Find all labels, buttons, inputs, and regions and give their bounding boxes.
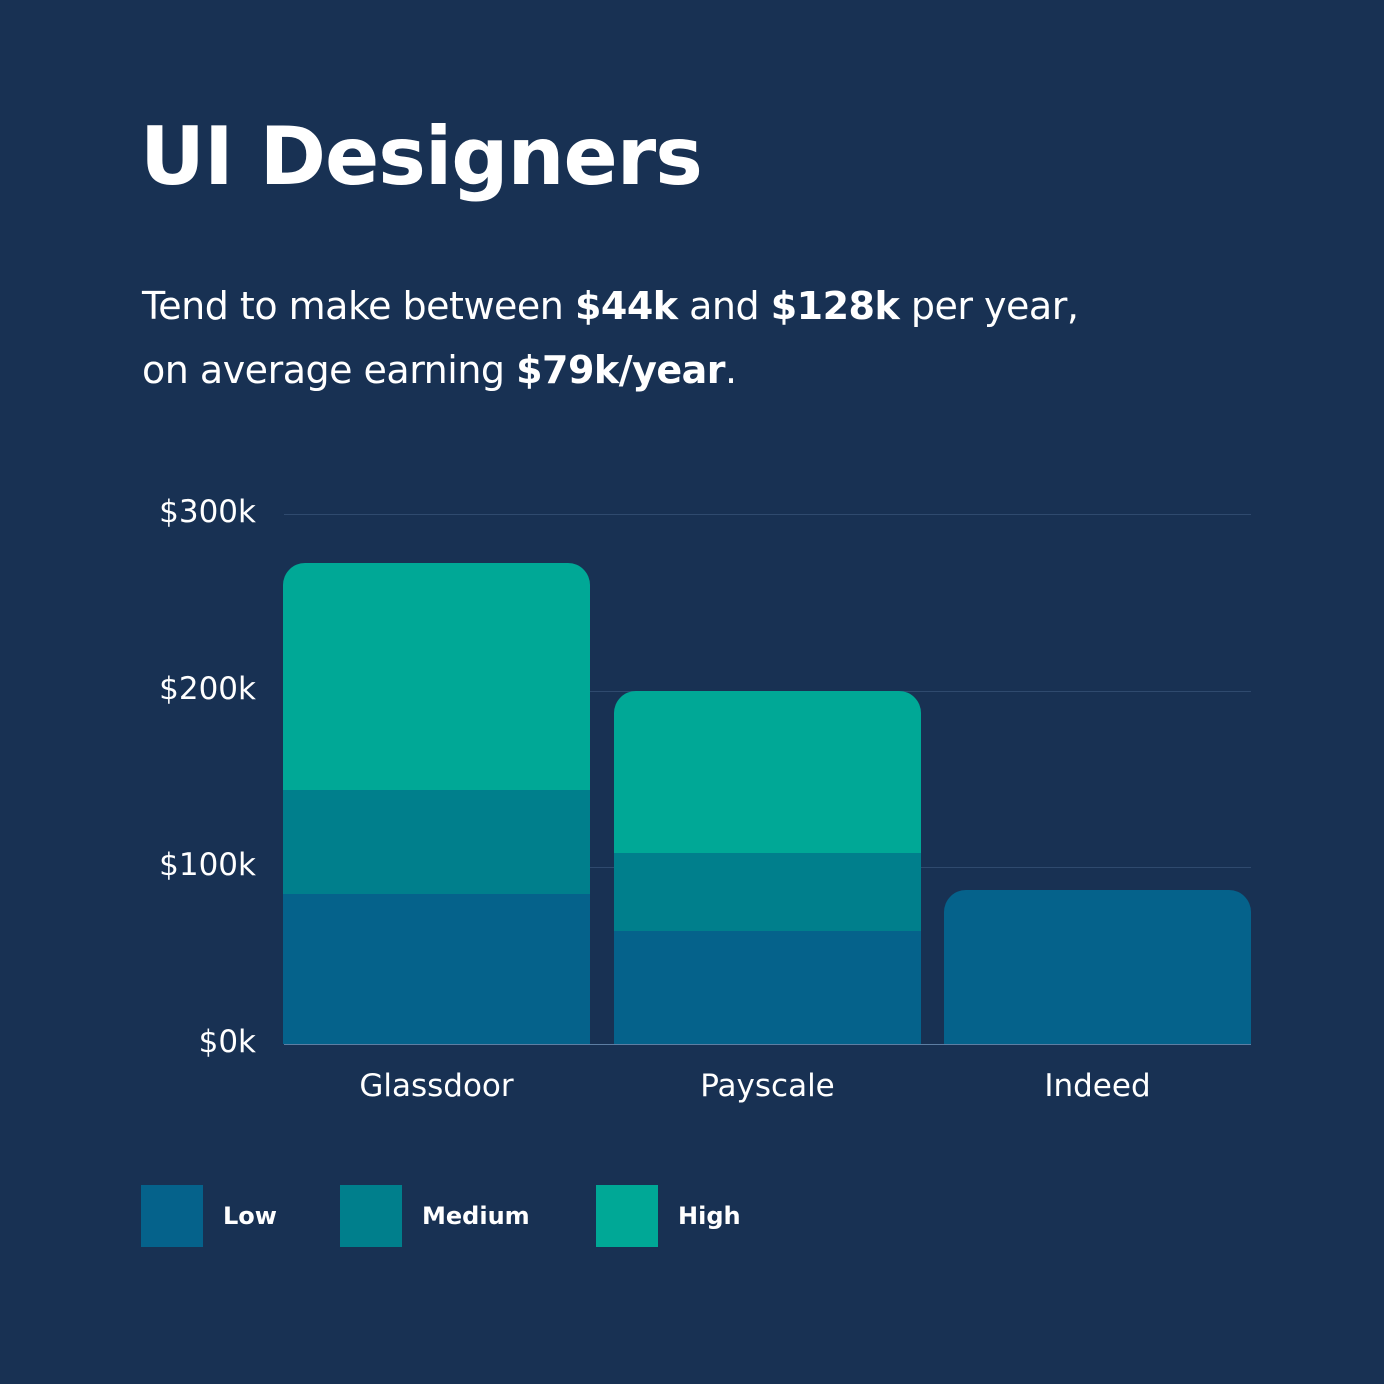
- summary-text: and: [677, 284, 771, 328]
- x-tick-label: Glassdoor: [359, 1068, 514, 1104]
- salary-summary: Tend to make between $44k and $128k per …: [142, 274, 1292, 402]
- bar-indeed: [944, 890, 1251, 1044]
- page-title: UI Designers: [140, 110, 703, 203]
- gridline: [284, 514, 1251, 515]
- y-tick-label: $0k: [198, 1024, 256, 1060]
- y-tick-label: $300k: [159, 494, 256, 530]
- legend-label: Medium: [422, 1202, 530, 1230]
- x-tick-label: Indeed: [1044, 1068, 1151, 1104]
- legend-swatch-medium: [340, 1185, 402, 1247]
- summary-text: .: [725, 348, 737, 392]
- salary-average-value: $79k/year: [516, 348, 726, 392]
- summary-text: per year,: [899, 284, 1079, 328]
- bar-segment-low: [944, 890, 1251, 1044]
- bar-segment-medium: [614, 852, 921, 931]
- bar-glassdoor: [283, 563, 590, 1044]
- y-tick-label: $200k: [159, 671, 256, 707]
- legend-label: Low: [223, 1202, 277, 1230]
- bar-segment-high: [614, 690, 921, 854]
- salary-low-value: $44k: [574, 284, 678, 328]
- bar-segment-low: [614, 930, 921, 1044]
- y-tick-label: $100k: [159, 847, 256, 883]
- x-axis-line: [284, 1044, 1251, 1045]
- legend-swatch-low: [141, 1185, 203, 1247]
- bar-segment-low: [283, 893, 590, 1044]
- summary-text: on average earning: [142, 348, 517, 392]
- legend-label: High: [678, 1202, 741, 1230]
- salary-high-value: $128k: [770, 284, 900, 328]
- bar-segment-medium: [283, 789, 590, 894]
- summary-text: Tend to make between: [142, 284, 575, 328]
- x-tick-label: Payscale: [700, 1068, 835, 1104]
- bar-segment-high: [283, 563, 590, 790]
- bar-payscale: [614, 690, 921, 1044]
- legend-swatch-high: [596, 1185, 658, 1247]
